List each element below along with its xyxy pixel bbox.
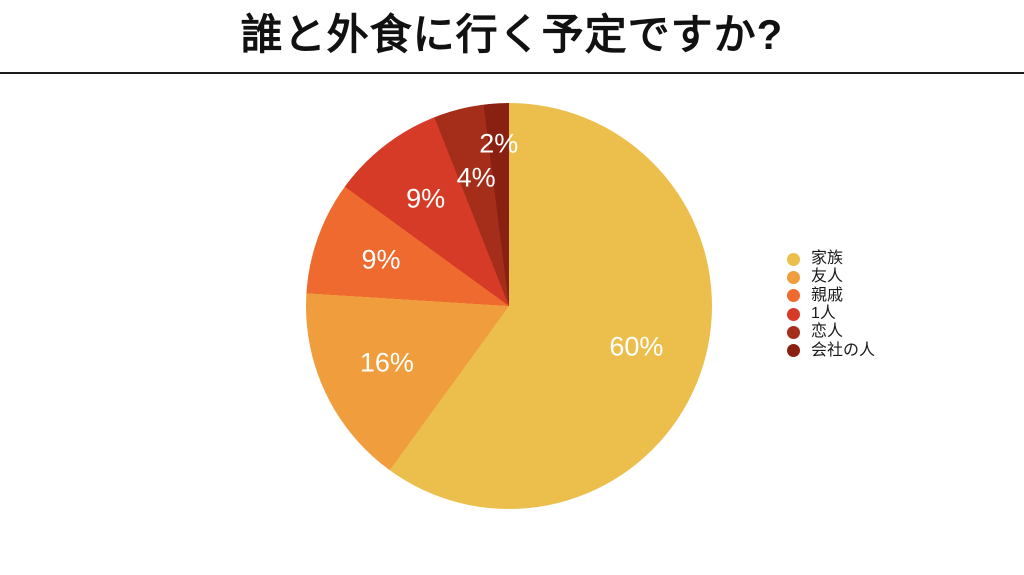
title-divider bbox=[0, 72, 1024, 74]
legend-item: 1人 bbox=[787, 305, 875, 323]
legend-swatch-icon bbox=[787, 344, 800, 358]
legend-swatch-icon bbox=[787, 252, 800, 266]
legend-label: 友人 bbox=[811, 268, 844, 286]
legend-label: 親戚 bbox=[811, 286, 844, 304]
legend-label: 会社の人 bbox=[811, 341, 876, 359]
legend-swatch-icon bbox=[787, 289, 800, 303]
legend-item: 家族 bbox=[787, 250, 875, 268]
legend-item: 恋人 bbox=[787, 323, 875, 341]
slice-percentage-label: 60% bbox=[609, 331, 664, 362]
legend-item: 友人 bbox=[787, 268, 875, 286]
legend-item: 親戚 bbox=[787, 287, 875, 305]
chart-title: 誰と外食に行く予定ですか? bbox=[240, 11, 784, 58]
slice-percentage-label: 2% bbox=[479, 128, 519, 159]
legend-label: 恋人 bbox=[811, 323, 844, 341]
slice-percentage-label: 16% bbox=[359, 347, 414, 378]
legend-swatch-icon bbox=[787, 307, 800, 321]
legend-label: 家族 bbox=[811, 250, 844, 268]
slice-percentage-label: 9% bbox=[361, 244, 401, 275]
chart-legend: 家族 友人 親戚 1人 恋人 会社の人 bbox=[787, 250, 875, 360]
slice-percentage-label: 9% bbox=[406, 183, 446, 214]
legend-swatch-icon bbox=[787, 325, 800, 339]
legend-item: 会社の人 bbox=[787, 341, 875, 359]
legend-swatch-icon bbox=[787, 270, 800, 284]
pie-chart: 60% 16% 9% 9% 4% 2% bbox=[306, 103, 712, 509]
slice-percentage-label: 4% bbox=[456, 162, 496, 193]
legend-label: 1人 bbox=[811, 305, 836, 323]
